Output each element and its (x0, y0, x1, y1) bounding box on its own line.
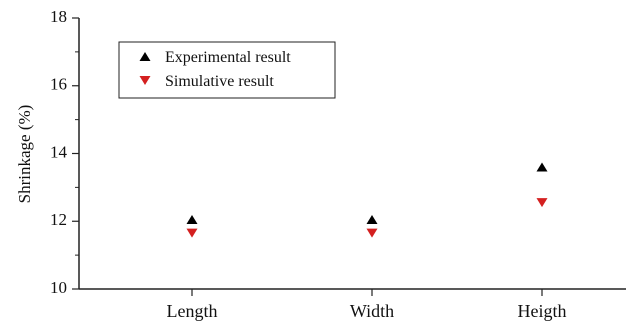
legend-marker-simulative (139, 76, 151, 85)
legend-marker-experimental (139, 52, 151, 61)
x-tick-label: Heigth (518, 301, 567, 321)
y-tick-label: 14 (50, 142, 68, 161)
plot-area: 10 12 14 16 18 Length Width Heigth (50, 7, 626, 321)
simulative-point-length (186, 228, 198, 238)
markers (186, 162, 548, 238)
legend: Experimental result Simulative result (118, 41, 336, 99)
x-ticks: Length Width Heigth (167, 289, 567, 321)
x-tick-label: Width (350, 301, 394, 321)
y-tick-label: 12 (50, 210, 67, 229)
y-tick-label: 18 (50, 7, 67, 26)
x-tick-label: Length (167, 301, 218, 321)
legend-label-simulative: Simulative result (165, 73, 274, 90)
experimental-point-length (186, 215, 198, 225)
y-ticks: 10 12 14 16 18 (50, 7, 79, 297)
legend-label-experimental: Experimental result (165, 49, 291, 66)
simulative-point-width (366, 228, 378, 238)
y-axis-label: Shrinkage (%) (15, 105, 34, 204)
y-tick-label: 16 (50, 75, 67, 94)
legend-box (118, 41, 336, 99)
experimental-point-width (366, 215, 378, 225)
experimental-point-heigth (536, 162, 548, 172)
simulative-point-heigth (536, 198, 548, 208)
y-tick-label: 10 (50, 278, 67, 297)
